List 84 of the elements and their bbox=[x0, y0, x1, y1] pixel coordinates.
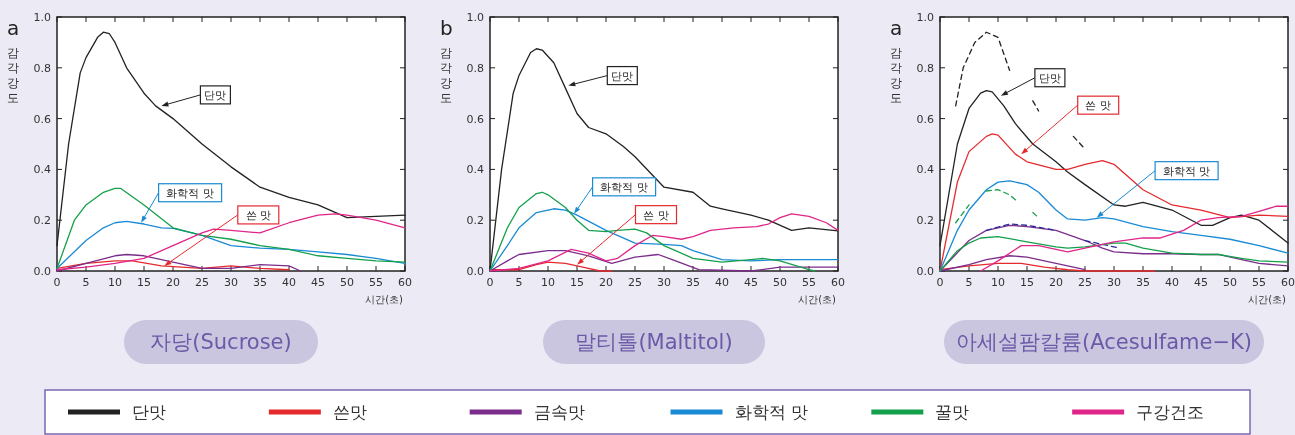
annotation: 쓴 맛 bbox=[245, 208, 272, 222]
annotation: 쓴 맛 bbox=[1085, 99, 1111, 113]
x-tick-label: 55 bbox=[369, 276, 383, 289]
y-tick-label: 1.0 bbox=[33, 11, 51, 24]
x-tick-label: 35 bbox=[1136, 276, 1150, 289]
x-tick-label: 40 bbox=[715, 276, 729, 289]
y-axis-title: 감각강도 bbox=[440, 46, 452, 105]
x-tick-label: 30 bbox=[224, 276, 238, 289]
legend-label: 꿀맛 bbox=[935, 402, 970, 422]
x-tick-label: 60 bbox=[831, 276, 845, 289]
x-tick-label: 50 bbox=[1223, 276, 1237, 289]
legend-label: 단맛 bbox=[132, 402, 166, 422]
x-tick-label: 25 bbox=[195, 276, 209, 289]
y-tick-label: 0.2 bbox=[33, 214, 51, 228]
x-tick-label: 35 bbox=[686, 276, 700, 289]
y-tick-label: 0.4 bbox=[33, 163, 51, 177]
y-tick-label: 0.2 bbox=[916, 214, 934, 228]
y-tick-label: 0.8 bbox=[916, 61, 934, 75]
x-tick-label: 25 bbox=[1078, 276, 1092, 289]
x-tick-label: 15 bbox=[570, 276, 584, 289]
y-tick-label: 0.6 bbox=[916, 112, 934, 126]
legend-label: 구강건조 bbox=[1136, 402, 1205, 422]
annotation: 화학적 맛 bbox=[166, 186, 214, 200]
text: 자당(Sucrose) bbox=[150, 330, 292, 354]
x-tick-label: 60 bbox=[1281, 276, 1295, 289]
x-tick-label: 15 bbox=[137, 276, 151, 289]
x-axis-title: 시간(초) bbox=[365, 294, 404, 305]
x-tick-label: 45 bbox=[744, 276, 758, 289]
x-tick-label: 55 bbox=[802, 276, 816, 289]
x-tick-label: 10 bbox=[541, 276, 555, 289]
annotation: 단맛 bbox=[204, 88, 227, 102]
x-tick-label: 40 bbox=[282, 276, 296, 289]
y-tick-label: 0.8 bbox=[466, 61, 484, 75]
y-tick-label: 0.0 bbox=[33, 265, 51, 278]
annotation: 단맛 bbox=[1038, 71, 1061, 85]
x-axis-title: 시간(초) bbox=[1248, 294, 1287, 305]
text: 말티톨(Maltitol) bbox=[575, 330, 733, 354]
y-tick-label: 1.0 bbox=[466, 11, 484, 24]
y-tick-label: 0.8 bbox=[33, 61, 51, 75]
y-tick-label: 0.4 bbox=[466, 163, 484, 177]
legend-label: 화학적 맛 bbox=[734, 402, 808, 422]
x-tick-label: 0 bbox=[936, 276, 944, 289]
text: 아세설팜칼륨(Acesulfame−K) bbox=[956, 330, 1252, 354]
x-tick-label: 30 bbox=[1107, 276, 1121, 289]
text: a bbox=[7, 16, 20, 40]
y-tick-label: 0.0 bbox=[466, 265, 484, 278]
x-tick-label: 0 bbox=[486, 276, 494, 289]
x-tick-label: 0 bbox=[53, 276, 61, 289]
text: a bbox=[890, 16, 903, 40]
y-tick-label: 0.6 bbox=[33, 112, 51, 126]
x-tick-label: 5 bbox=[965, 276, 973, 289]
x-tick-label: 50 bbox=[773, 276, 787, 289]
x-tick-label: 60 bbox=[398, 276, 412, 289]
x-tick-label: 45 bbox=[1194, 276, 1208, 289]
x-tick-label: 20 bbox=[1049, 276, 1063, 289]
legend-label: 금속맛 bbox=[533, 402, 585, 422]
y-axis-title: 감각강도 bbox=[7, 46, 19, 105]
y-tick-label: 0.0 bbox=[916, 265, 934, 278]
text: b bbox=[440, 16, 453, 40]
x-tick-label: 5 bbox=[82, 276, 90, 289]
x-tick-label: 20 bbox=[166, 276, 180, 289]
y-tick-label: 0.2 bbox=[466, 214, 484, 228]
annotation: 쓴 맛 bbox=[643, 208, 669, 222]
x-axis-title: 시간(초) bbox=[798, 294, 837, 305]
y-axis-title: 감각강도 bbox=[890, 46, 902, 105]
x-tick-label: 50 bbox=[340, 276, 354, 289]
x-tick-label: 5 bbox=[515, 276, 523, 289]
legend-label: 쓴맛 bbox=[332, 402, 367, 422]
annotation: 단맛 bbox=[611, 69, 634, 83]
x-tick-label: 40 bbox=[1165, 276, 1179, 289]
y-tick-label: 0.6 bbox=[466, 112, 484, 126]
annotation: 화학적 맛 bbox=[1162, 164, 1211, 178]
x-tick-label: 55 bbox=[1252, 276, 1266, 289]
x-tick-label: 10 bbox=[991, 276, 1005, 289]
x-tick-label: 45 bbox=[311, 276, 325, 289]
x-tick-label: 20 bbox=[599, 276, 613, 289]
y-tick-label: 0.4 bbox=[916, 163, 934, 177]
annotation: 화학적 맛 bbox=[600, 180, 648, 194]
x-tick-label: 35 bbox=[253, 276, 267, 289]
x-tick-label: 25 bbox=[628, 276, 642, 289]
x-tick-label: 15 bbox=[1020, 276, 1034, 289]
x-tick-label: 30 bbox=[657, 276, 671, 289]
y-tick-label: 1.0 bbox=[916, 11, 934, 24]
x-tick-label: 10 bbox=[108, 276, 122, 289]
